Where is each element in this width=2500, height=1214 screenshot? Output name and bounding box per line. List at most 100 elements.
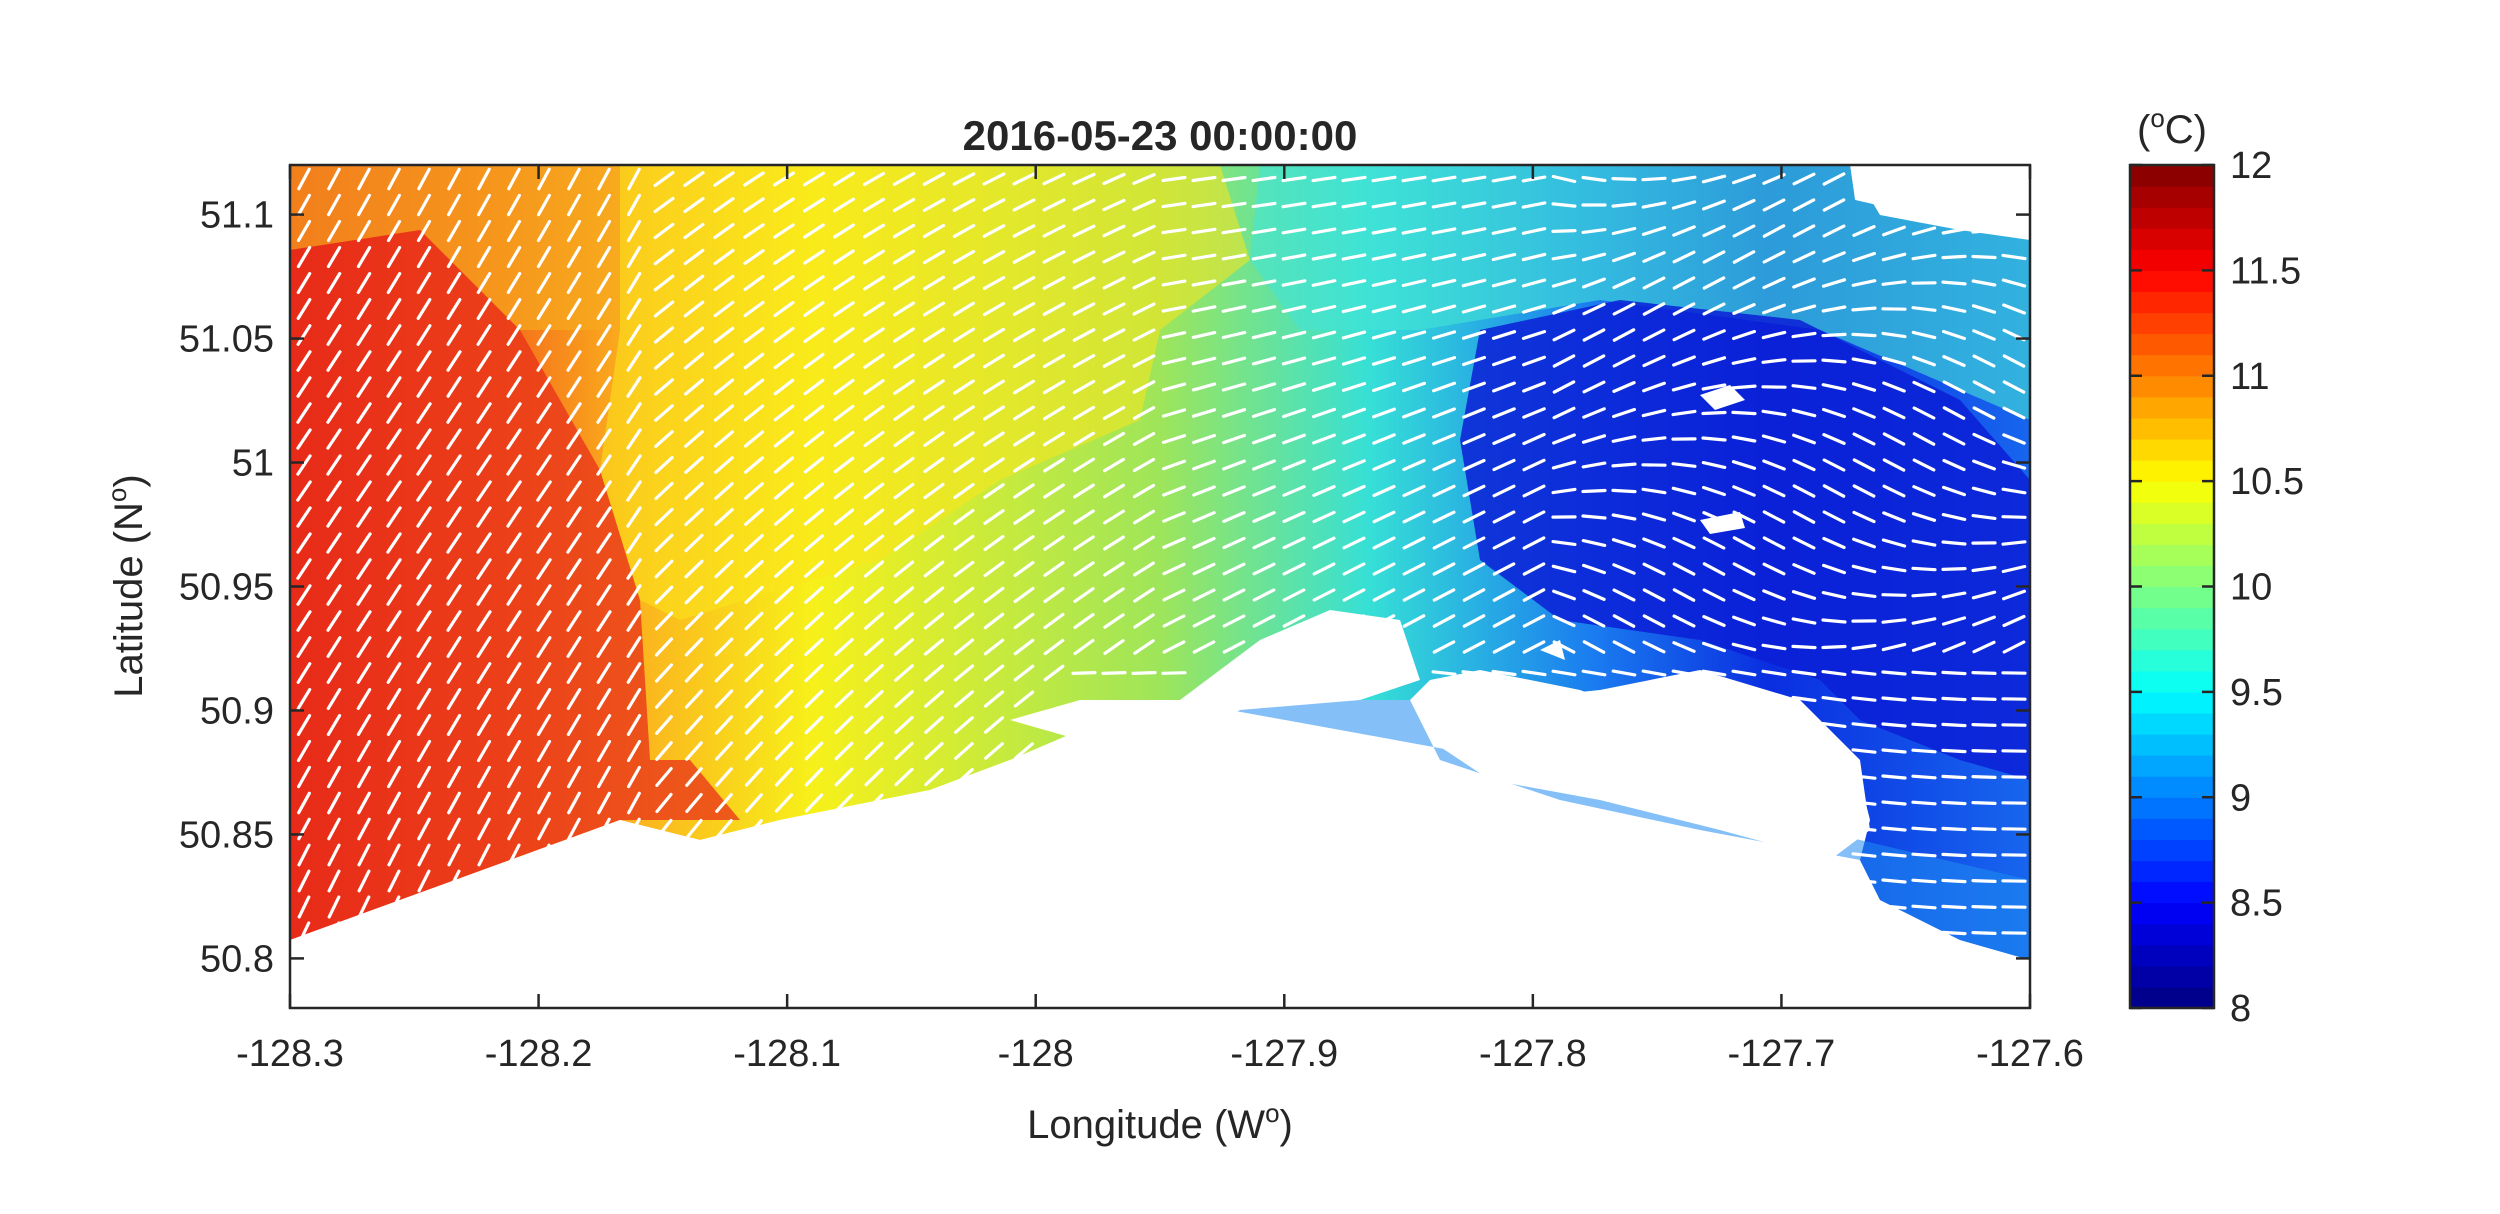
- current-vector: [1581, 175, 1607, 183]
- current-vector: [1132, 380, 1156, 394]
- current-vector: [685, 741, 703, 761]
- current-vector: [745, 819, 763, 839]
- x-tick-label: -127.9: [1230, 1033, 1338, 1075]
- current-vector: [1401, 774, 1427, 780]
- current-vector: [357, 869, 371, 893]
- current-vector: [386, 636, 402, 658]
- current-vector: [1612, 276, 1636, 290]
- current-vector: [654, 507, 674, 527]
- current-vector: [773, 223, 795, 239]
- current-vector: [1551, 229, 1577, 233]
- current-vector: [1942, 641, 1966, 653]
- current-vector: [507, 843, 521, 867]
- x-tick-label: -128.3: [236, 1033, 344, 1075]
- current-vector: [1431, 278, 1457, 288]
- current-vector: [893, 534, 915, 552]
- current-vector: [1251, 253, 1277, 261]
- current-vector: [1132, 354, 1156, 368]
- current-vector: [893, 482, 915, 500]
- current-vector: [536, 219, 552, 243]
- current-vector: [803, 352, 825, 370]
- current-vector: [1132, 457, 1156, 473]
- current-vector: [683, 378, 705, 396]
- current-vector: [1732, 250, 1756, 264]
- colorbar-band: [2130, 712, 2214, 735]
- current-vector: [476, 324, 492, 346]
- current-vector: [1732, 224, 1756, 238]
- current-vector: [1012, 172, 1036, 186]
- current-vector: [983, 586, 1005, 604]
- current-vector: [1971, 670, 1997, 676]
- current-vector: [803, 275, 825, 291]
- current-vector: [1851, 774, 1877, 780]
- current-vector: [1042, 302, 1066, 316]
- current-vector: [685, 844, 703, 866]
- current-vector: [1792, 563, 1816, 575]
- current-vector: [1341, 800, 1367, 806]
- current-vector: [417, 765, 431, 789]
- current-vector: [833, 456, 855, 474]
- current-vector: [1013, 586, 1035, 604]
- current-vector: [1851, 826, 1877, 832]
- current-vector: [356, 428, 372, 450]
- current-vector: [1402, 407, 1426, 419]
- current-vector: [833, 560, 855, 578]
- current-vector: [1671, 409, 1697, 417]
- current-vector: [952, 224, 976, 238]
- colorbar-band: [2130, 565, 2214, 588]
- current-vector: [1822, 172, 1846, 186]
- current-vector: [1702, 199, 1726, 211]
- current-vector: [653, 274, 675, 292]
- current-vector: [863, 508, 885, 526]
- current-vector: [1042, 328, 1066, 342]
- current-vector: [803, 430, 825, 448]
- current-vector: [627, 843, 641, 867]
- y-tick-label: 51.1: [200, 195, 274, 237]
- current-vector: [924, 767, 944, 787]
- current-vector: [774, 637, 794, 657]
- current-vector: [476, 480, 492, 502]
- current-vector: [2002, 354, 2026, 368]
- current-vector: [1852, 510, 1876, 524]
- current-vector: [1941, 512, 1967, 522]
- current-vector: [804, 793, 824, 813]
- current-vector: [1461, 696, 1487, 702]
- current-vector: [1581, 669, 1607, 677]
- colorbar-band: [2130, 354, 2214, 377]
- current-vector: [685, 767, 703, 787]
- current-vector: [566, 245, 582, 269]
- current-vector: [476, 636, 492, 658]
- current-vector: [1281, 227, 1307, 235]
- current-vector: [477, 895, 491, 919]
- current-vector: [1971, 696, 1997, 702]
- current-vector: [1552, 589, 1576, 601]
- current-vector: [627, 895, 641, 919]
- current-vector: [1882, 406, 1906, 420]
- current-vector: [566, 532, 582, 554]
- current-vector: [1671, 695, 1697, 703]
- current-vector: [1522, 614, 1546, 628]
- current-vector: [1911, 878, 1937, 884]
- current-vector: [386, 584, 402, 606]
- current-vector: [803, 378, 825, 396]
- current-vector: [1761, 358, 1787, 364]
- current-vector: [1792, 198, 1816, 212]
- current-vector: [1971, 228, 1997, 234]
- current-vector: [1342, 484, 1366, 498]
- current-vector: [1521, 355, 1547, 367]
- current-vector: [743, 171, 765, 187]
- current-vector: [1341, 407, 1367, 419]
- current-vector: [982, 301, 1006, 317]
- colorbar-band: [2130, 312, 2214, 335]
- current-vector: [2002, 640, 2026, 654]
- current-vector: [1311, 774, 1337, 780]
- current-vector: [1522, 432, 1546, 446]
- current-vector: [1941, 305, 1967, 313]
- current-vector: [1761, 434, 1787, 444]
- current-vector: [1252, 459, 1276, 471]
- current-vector: [1971, 826, 1997, 832]
- current-vector: [2001, 460, 2027, 470]
- current-vector: [566, 610, 582, 632]
- current-vector: [1941, 826, 1967, 832]
- current-vector: [626, 687, 642, 711]
